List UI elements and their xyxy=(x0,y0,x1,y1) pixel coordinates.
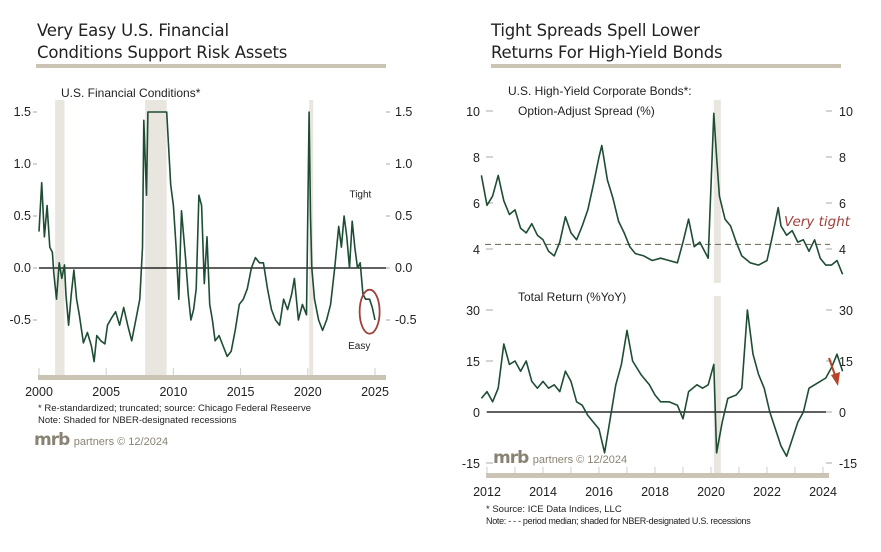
y-tick-label-right: 0 xyxy=(839,406,846,420)
high-yield-charts: U.S. High-Yield Corporate Bonds*: Option… xyxy=(462,84,857,499)
logo-partners-date: partners © 12/2024 xyxy=(532,454,628,466)
x-tick-label: 2010 xyxy=(159,385,187,399)
x-axis-ticks: 2000 2005 2010 2015 2020 2025 xyxy=(25,368,389,399)
recession-band xyxy=(55,100,65,375)
recession-band xyxy=(145,100,167,375)
x-tick-label: 2000 xyxy=(25,385,53,399)
left-chart-title: Very Easy U.S. Financial Conditions Supp… xyxy=(37,20,287,64)
y-tick-label-right: 1.0 xyxy=(395,157,412,171)
annotation-easy: Easy xyxy=(348,341,370,352)
y-tick-label-right: 1.5 xyxy=(395,105,412,119)
series-line-financial-conditions xyxy=(38,111,376,363)
y-tick-label-right: -15 xyxy=(839,457,857,471)
x-axis-bar xyxy=(38,375,386,380)
y-tick-label-right: 6 xyxy=(839,197,846,211)
recession-band xyxy=(713,100,721,283)
recession-band xyxy=(713,296,721,474)
y-tick-label-left: 4 xyxy=(473,243,480,257)
logo-partners-date: partners © 12/2024 xyxy=(73,436,169,448)
series-line-spread xyxy=(480,112,844,275)
y-tick-label-left: 0 xyxy=(473,406,480,420)
logo-mrb: mrb xyxy=(34,430,70,450)
x-tick-label: 2015 xyxy=(227,385,255,399)
x-tick-label: 2016 xyxy=(585,485,613,499)
right-logo: mrb partners © 12/2024 xyxy=(493,448,627,468)
y-tick-label-left: -0.5 xyxy=(9,313,31,327)
x-tick-label: 2020 xyxy=(294,385,322,399)
x-axis-bar xyxy=(486,473,829,478)
x-tick-label: 2025 xyxy=(361,385,389,399)
y-tick-label-left: 0.5 xyxy=(14,209,31,223)
spread-y-axis-ticks: 10 10 8 8 6 6 4 4 xyxy=(466,105,853,257)
y-tick-label-right: 10 xyxy=(839,105,853,119)
y-tick-label-right: 0.5 xyxy=(395,209,412,223)
logo-mrb: mrb xyxy=(493,448,529,468)
y-tick-label-right: -0.5 xyxy=(395,313,417,327)
y-tick-label-right: 0.0 xyxy=(395,261,412,275)
annotation-very-tight: Very tight xyxy=(784,214,851,230)
chart-title-financial-conditions: U.S. Financial Conditions* xyxy=(61,86,201,100)
left-footnote-note: Note: Shaded for NBER-designated recessi… xyxy=(38,415,237,426)
right-footnote-note: Note: - - - period median; shaded for NB… xyxy=(486,516,751,526)
y-tick-label-left: 10 xyxy=(466,105,480,119)
right-chart-title: Tight Spreads Spell Lower Returns For Hi… xyxy=(491,20,723,64)
x-tick-label: 2020 xyxy=(697,485,725,499)
right-title-rule xyxy=(491,64,841,68)
y-tick-label-left: 15 xyxy=(466,355,480,369)
y-tick-label-right: 15 xyxy=(839,355,853,369)
down-arrow-icon xyxy=(828,357,840,386)
y-tick-label-right: 30 xyxy=(839,304,853,318)
y-tick-label-left: 30 xyxy=(466,304,480,318)
x-tick-label: 2024 xyxy=(809,485,837,499)
series-line-total-return xyxy=(480,309,844,457)
highlight-circle xyxy=(358,288,381,335)
x-axis-ticks: 2012 2014 2016 2018 2020 2022 2024 xyxy=(473,467,837,499)
return-y-axis-ticks: 30 30 15 15 0 0 -15 -15 xyxy=(462,304,857,471)
y-tick-label-right: 8 xyxy=(839,151,846,165)
right-footnote-source: * Source: ICE Data Indices, LLC xyxy=(486,504,622,515)
y-tick-label-left: 1.5 xyxy=(14,105,31,119)
y-tick-label-left: 0.0 xyxy=(14,261,31,275)
right-title-line2: Returns For High-Yield Bonds xyxy=(491,43,723,62)
x-tick-label: 2014 xyxy=(529,485,557,499)
right-title-line1: Tight Spreads Spell Lower xyxy=(491,21,700,40)
recession-shading xyxy=(713,100,721,474)
left-title-line1: Very Easy U.S. Financial xyxy=(37,21,229,40)
y-tick-label-left: 1.0 xyxy=(14,157,31,171)
x-tick-label: 2012 xyxy=(473,485,501,499)
left-logo: mrb partners © 12/2024 xyxy=(34,430,168,450)
chart-title-total-return: Total Return (%YoY) xyxy=(518,290,626,304)
x-tick-label: 2022 xyxy=(753,485,781,499)
financial-conditions-chart: U.S. Financial Conditions* 1.5 1.5 1.0 1.0 0… xyxy=(9,86,416,399)
y-axis-ticks: 1.5 1.5 1.0 1.0 0.5 0.5 0.0 0.0 -0.5 -0.5 xyxy=(9,105,416,327)
left-footnote-source: * Re-standardized; truncated; source: Ch… xyxy=(38,403,312,414)
chart-subtitle-spread: Option-Adjust Spread (%) xyxy=(518,104,655,118)
x-tick-label: 2018 xyxy=(641,485,669,499)
left-title-line2: Conditions Support Risk Assets xyxy=(37,43,288,62)
y-tick-label-right: 4 xyxy=(839,243,846,257)
left-title-rule xyxy=(36,64,386,68)
y-tick-label-left: 6 xyxy=(473,197,480,211)
y-tick-label-left: -15 xyxy=(462,457,480,471)
x-tick-label: 2005 xyxy=(92,385,120,399)
y-tick-label-left: 8 xyxy=(473,151,480,165)
annotation-tight: Tight xyxy=(349,189,371,200)
chart-title-high-yield: U.S. High-Yield Corporate Bonds*: xyxy=(508,84,692,98)
